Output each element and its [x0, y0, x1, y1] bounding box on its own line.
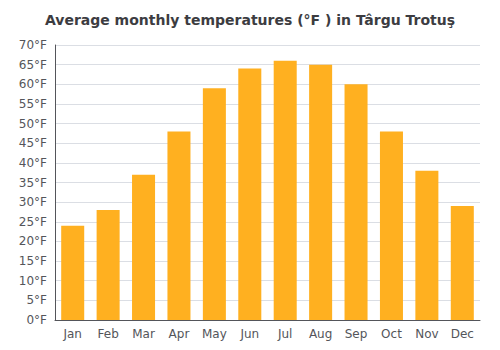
svg-text:15°F: 15°F [19, 254, 47, 268]
svg-text:Average monthly temperatures (: Average monthly temperatures (°F ) in Tâ… [45, 12, 455, 28]
svg-text:Nov: Nov [415, 327, 438, 341]
svg-text:Jan: Jan [62, 327, 82, 341]
svg-text:70°F: 70°F [19, 38, 47, 52]
svg-text:Jun: Jun [239, 327, 259, 341]
svg-text:Jul: Jul [277, 327, 292, 341]
svg-text:5°F: 5°F [26, 293, 47, 307]
svg-text:35°F: 35°F [19, 176, 47, 190]
svg-text:30°F: 30°F [19, 195, 47, 209]
svg-text:40°F: 40°F [19, 156, 47, 170]
svg-text:65°F: 65°F [19, 58, 47, 72]
svg-text:55°F: 55°F [19, 97, 47, 111]
svg-text:0°F: 0°F [26, 313, 47, 327]
svg-text:60°F: 60°F [19, 77, 47, 91]
svg-text:Dec: Dec [451, 327, 474, 341]
svg-text:10°F: 10°F [19, 274, 47, 288]
svg-text:May: May [202, 327, 227, 341]
svg-text:Sep: Sep [345, 327, 368, 341]
svg-text:Oct: Oct [381, 327, 402, 341]
svg-text:Feb: Feb [98, 327, 119, 341]
svg-text:50°F: 50°F [19, 117, 47, 131]
svg-text:25°F: 25°F [19, 215, 47, 229]
svg-text:45°F: 45°F [19, 136, 47, 150]
svg-text:Aug: Aug [309, 327, 332, 341]
svg-text:Apr: Apr [169, 327, 190, 341]
svg-text:20°F: 20°F [19, 234, 47, 248]
svg-text:Mar: Mar [132, 327, 155, 341]
